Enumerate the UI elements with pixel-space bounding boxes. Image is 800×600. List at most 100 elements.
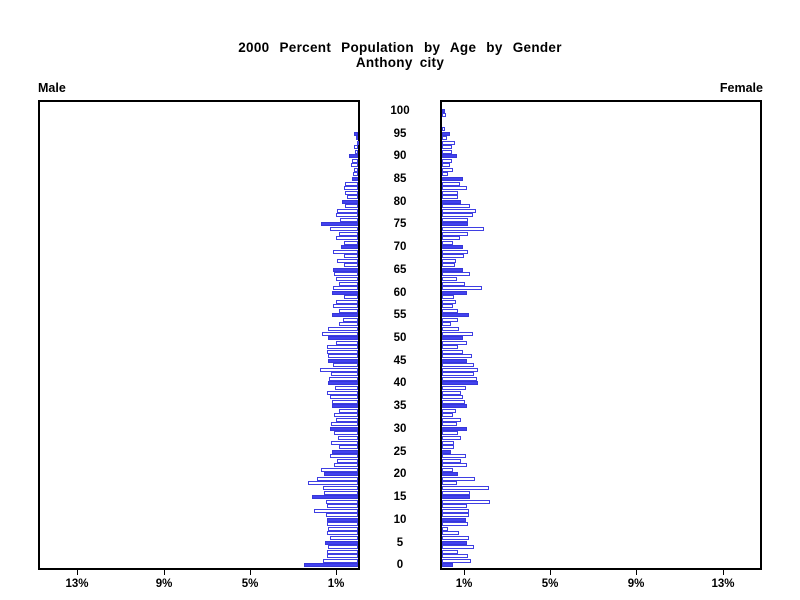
female-bar-age-76 bbox=[442, 218, 468, 222]
female-bar-age-94 bbox=[442, 136, 447, 140]
male-bar-age-38 bbox=[327, 391, 358, 395]
male-bar-age-84 bbox=[345, 182, 358, 186]
age-tick-label-95: 95 bbox=[393, 128, 407, 140]
female-x-tick-label-1%: 1% bbox=[455, 578, 473, 590]
female-bar-age-3 bbox=[442, 550, 458, 554]
age-tick-label-35: 35 bbox=[393, 400, 407, 412]
male-bar-age-34 bbox=[339, 409, 358, 413]
female-bar-age-90 bbox=[442, 154, 457, 158]
male-bar-age-22 bbox=[334, 463, 358, 467]
female-bar-age-57 bbox=[442, 304, 453, 308]
female-bar-age-31 bbox=[442, 422, 457, 426]
female-bar-age-21 bbox=[442, 468, 453, 472]
female-bar-age-23 bbox=[442, 459, 461, 463]
male-bar-age-12 bbox=[314, 509, 358, 513]
female-bar-age-79 bbox=[442, 204, 470, 208]
female-bar-age-42 bbox=[442, 372, 474, 376]
male-bar-age-41 bbox=[329, 377, 358, 381]
female-bar-age-74 bbox=[442, 227, 484, 231]
female-bar-age-45 bbox=[442, 359, 467, 363]
chart-subtitle: Anthony city bbox=[355, 55, 445, 70]
male-bar-age-71 bbox=[344, 241, 358, 245]
male-bar-age-79 bbox=[345, 204, 358, 208]
male-bar-age-83 bbox=[344, 186, 358, 190]
female-bar-age-8 bbox=[442, 527, 448, 531]
female-bar-age-41 bbox=[442, 377, 477, 381]
female-bar-age-20 bbox=[442, 472, 458, 476]
male-bar-age-77 bbox=[336, 213, 358, 217]
male-bar-age-65 bbox=[333, 268, 358, 272]
male-bar-age-0 bbox=[304, 563, 358, 567]
female-bar-age-30 bbox=[442, 427, 467, 431]
female-x-tick-label-9%: 9% bbox=[627, 578, 645, 590]
male-x-tick-5% bbox=[250, 570, 251, 575]
female-bar-age-49 bbox=[442, 341, 467, 345]
female-bar-age-78 bbox=[442, 209, 476, 213]
female-bar-age-39 bbox=[442, 386, 466, 390]
male-bar-age-1 bbox=[323, 559, 358, 563]
female-bar-age-52 bbox=[442, 327, 459, 331]
male-bar-age-42 bbox=[331, 372, 358, 376]
male-bar-age-2 bbox=[327, 554, 358, 558]
female-x-tick-1% bbox=[464, 570, 465, 575]
male-bar-age-86 bbox=[353, 172, 358, 176]
female-bar-age-1 bbox=[442, 559, 471, 563]
male-bar-age-19 bbox=[317, 477, 358, 481]
female-bar-age-29 bbox=[442, 431, 458, 435]
male-bar-age-45 bbox=[328, 359, 358, 363]
male-bar-age-5 bbox=[325, 541, 358, 545]
male-bar-age-68 bbox=[344, 254, 358, 258]
male-bar-age-36 bbox=[332, 400, 358, 404]
male-bar-age-43 bbox=[320, 368, 358, 372]
female-bar-age-96 bbox=[442, 127, 445, 131]
male-bar-age-27 bbox=[331, 441, 358, 445]
male-bar-age-55 bbox=[332, 313, 358, 317]
male-bar-age-6 bbox=[330, 536, 358, 540]
male-bar-age-46 bbox=[328, 354, 358, 358]
age-tick-label-40: 40 bbox=[393, 377, 407, 389]
male-bar-age-75 bbox=[321, 222, 358, 226]
female-x-tick-9% bbox=[636, 570, 637, 575]
male-bar-age-13 bbox=[327, 504, 358, 508]
female-bar-age-33 bbox=[442, 413, 453, 417]
male-bar-age-60 bbox=[332, 291, 358, 295]
female-bar-age-55 bbox=[442, 313, 469, 317]
chart-title: 2000 Percent Population by Age by Gender bbox=[238, 40, 562, 55]
female-bar-age-80 bbox=[442, 200, 461, 204]
male-bar-age-78 bbox=[337, 209, 358, 213]
age-tick-label-25: 25 bbox=[393, 446, 407, 458]
male-bar-age-69 bbox=[333, 250, 358, 254]
male-bar-age-47 bbox=[327, 350, 358, 354]
male-x-tick-1% bbox=[336, 570, 337, 575]
male-bar-age-24 bbox=[330, 454, 358, 458]
female-bar-age-75 bbox=[442, 222, 468, 226]
male-bar-age-66 bbox=[344, 263, 358, 267]
female-bar-age-12 bbox=[442, 509, 469, 513]
female-bar-age-77 bbox=[442, 213, 473, 217]
male-bar-age-48 bbox=[327, 345, 358, 349]
male-bar-age-88 bbox=[351, 163, 358, 167]
male-bar-age-51 bbox=[322, 332, 358, 336]
male-bar-age-63 bbox=[336, 277, 358, 281]
male-bar-age-37 bbox=[330, 395, 358, 399]
female-bar-age-10 bbox=[442, 518, 466, 522]
female-bar-age-56 bbox=[442, 309, 458, 313]
female-bar-age-13 bbox=[442, 504, 467, 508]
male-bar-age-74 bbox=[330, 227, 358, 231]
female-bar-age-83 bbox=[442, 186, 467, 190]
male-bar-age-39 bbox=[335, 386, 358, 390]
female-bar-age-70 bbox=[442, 245, 463, 249]
female-bar-age-0 bbox=[442, 563, 453, 567]
age-tick-label-20: 20 bbox=[393, 468, 407, 480]
female-bar-age-73 bbox=[442, 232, 468, 236]
female-bar-age-59 bbox=[442, 295, 454, 299]
age-tick-label-80: 80 bbox=[393, 196, 407, 208]
male-bar-age-50 bbox=[328, 336, 358, 340]
age-tick-label-30: 30 bbox=[393, 423, 407, 435]
male-bar-age-82 bbox=[345, 191, 358, 195]
female-bar-age-62 bbox=[442, 282, 465, 286]
female-axis-label: Female bbox=[719, 81, 763, 95]
female-x-tick-label-13%: 13% bbox=[711, 578, 735, 590]
male-bar-age-89 bbox=[352, 159, 358, 163]
male-x-tick-13% bbox=[77, 570, 78, 575]
